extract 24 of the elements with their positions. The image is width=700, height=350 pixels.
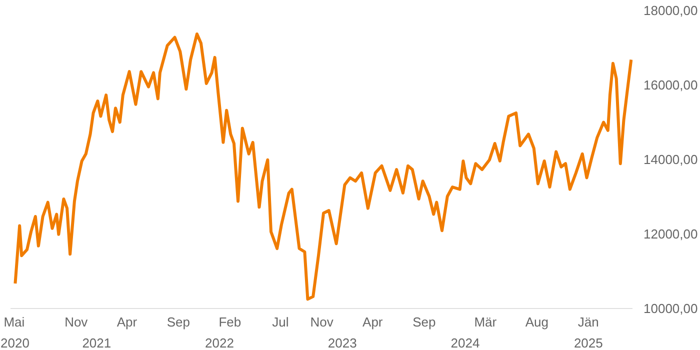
x-tick-label: Feb [218, 314, 242, 330]
x-tick-label: Apr [116, 314, 138, 330]
x-tick-label: Jän [578, 314, 599, 330]
x-tick-label: Sep [412, 314, 436, 330]
x2-tick-label: 2025 [574, 336, 603, 350]
x-tick-label: Nov [310, 314, 334, 330]
line-series [14, 32, 632, 301]
y-tick-label: 10000,00 [644, 301, 698, 316]
y-tick-label: 14000,00 [644, 152, 698, 167]
x2-tick-label: 2024 [450, 336, 480, 350]
x-tick-label: Apr [362, 314, 384, 330]
y-tick-label: 12000,00 [644, 226, 698, 242]
x-tick-label: Mär [474, 314, 498, 330]
y-tick-label: 18000,00 [644, 3, 698, 18]
x2-tick-label: 2023 [328, 336, 357, 350]
x-tick-label: Nov [64, 314, 88, 330]
y-tick-label: 16000,00 [644, 78, 698, 92]
x-tick-label: Aug [525, 314, 548, 330]
x-tick-label: Jul [272, 314, 289, 330]
x-tick-label: Mai [4, 314, 25, 330]
x2-tick-label: 2022 [205, 336, 234, 350]
x2-tick-label: 2020 [0, 336, 30, 350]
x2-tick-label: 2021 [82, 336, 112, 350]
x-tick-label: Sep [166, 314, 190, 330]
